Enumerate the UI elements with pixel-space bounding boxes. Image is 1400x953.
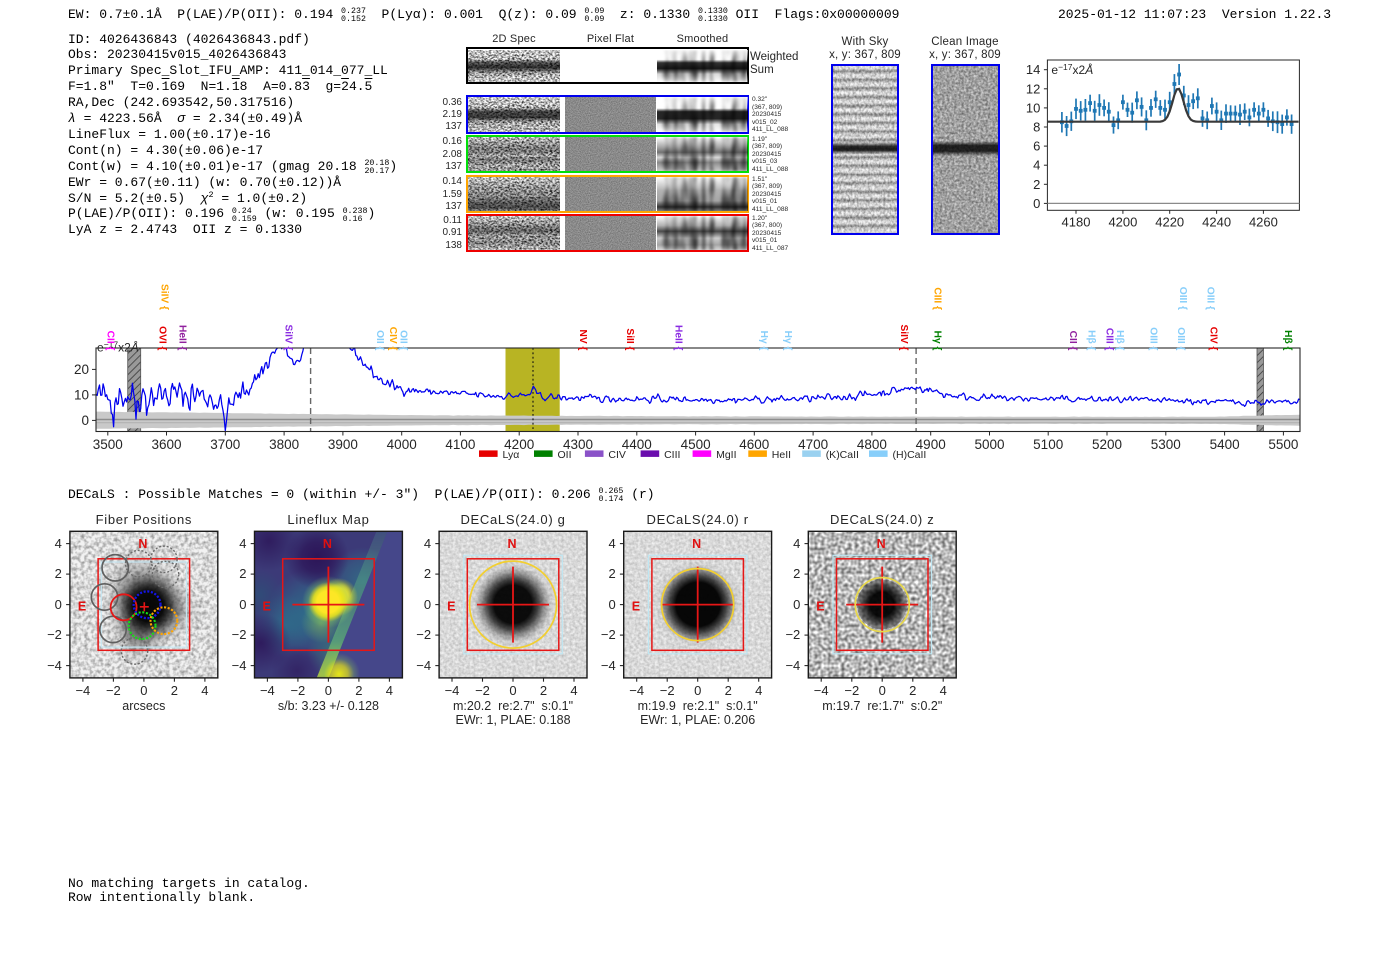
svg-text:Hγ {: Hγ { <box>758 331 769 351</box>
svg-text:OIII {: OIII { <box>1205 287 1216 310</box>
svg-text:4700: 4700 <box>798 437 828 452</box>
svg-text:4240: 4240 <box>1202 214 1231 229</box>
svg-text:5200: 5200 <box>1092 437 1122 452</box>
svg-text:CII {: CII { <box>105 331 116 351</box>
svg-text:E: E <box>263 600 271 614</box>
svg-text:(H)CaII: (H)CaII <box>893 449 927 461</box>
svg-text:SiIV {: SiIV { <box>283 324 294 350</box>
svg-text:4600: 4600 <box>739 437 769 452</box>
svg-text:SiIV {: SiIV { <box>159 284 170 310</box>
svg-text:e−17x2Å: e−17x2Å <box>97 340 139 355</box>
svg-text:0: 0 <box>81 413 89 428</box>
svg-text:4300: 4300 <box>563 437 593 452</box>
svg-text:Hβ {: Hβ { <box>1086 330 1097 350</box>
svg-text:CIII {: CIII { <box>1103 328 1114 351</box>
svg-text:5300: 5300 <box>1151 437 1181 452</box>
svg-text:4000: 4000 <box>387 437 417 452</box>
svg-text:8: 8 <box>1033 120 1040 135</box>
svg-text:3800: 3800 <box>269 437 299 452</box>
svg-text:3900: 3900 <box>328 437 358 452</box>
svg-text:OII: OII <box>558 449 572 461</box>
svg-text:4400: 4400 <box>622 437 652 452</box>
svg-text:SiIV {: SiIV { <box>898 324 909 350</box>
svg-text:OII {: OII { <box>374 330 385 350</box>
svg-text:4200: 4200 <box>1108 214 1137 229</box>
svg-text:MgII: MgII <box>716 449 736 461</box>
svg-text:4800: 4800 <box>857 437 887 452</box>
svg-text:5000: 5000 <box>974 437 1004 452</box>
svg-text:4: 4 <box>1033 158 1040 173</box>
svg-text:E: E <box>632 600 640 614</box>
svg-text:CIV {: CIV { <box>387 327 398 351</box>
svg-text:3600: 3600 <box>151 437 181 452</box>
svg-text:N: N <box>692 537 701 551</box>
svg-text:Hβ {: Hβ { <box>1114 330 1125 350</box>
svg-text:CIII: CIII <box>664 449 680 461</box>
svg-text:2: 2 <box>1033 177 1040 192</box>
svg-text:SiII {: SiII { <box>624 328 635 350</box>
svg-text:Hγ {: Hγ { <box>782 331 793 351</box>
svg-text:4260: 4260 <box>1249 214 1278 229</box>
svg-text:E: E <box>78 600 86 614</box>
svg-text:0: 0 <box>1033 196 1040 211</box>
svg-text:CIII {: CIII { <box>931 287 942 310</box>
svg-text:4180: 4180 <box>1062 214 1091 229</box>
svg-text:OIII {: OIII { <box>1148 327 1159 350</box>
svg-text:OII {: OII { <box>398 330 409 350</box>
svg-text:6: 6 <box>1033 139 1040 154</box>
svg-text:HeII {: HeII { <box>177 325 188 351</box>
svg-text:Hβ {: Hβ { <box>1282 330 1293 350</box>
svg-text:HeII {: HeII { <box>672 325 683 351</box>
svg-text:10: 10 <box>1026 100 1040 115</box>
svg-text:N: N <box>507 537 516 551</box>
svg-text:4220: 4220 <box>1155 214 1184 229</box>
svg-text:N: N <box>877 537 886 551</box>
svg-text:CIV {: CIV { <box>1207 327 1218 351</box>
svg-text:5100: 5100 <box>1033 437 1063 452</box>
svg-text:10: 10 <box>74 387 89 402</box>
svg-text:N: N <box>138 537 147 551</box>
svg-text:20: 20 <box>74 362 89 377</box>
svg-text:3500: 3500 <box>93 437 123 452</box>
svg-text:HeII: HeII <box>772 449 791 461</box>
svg-text:OIII {: OIII { <box>1177 287 1188 310</box>
svg-text:4500: 4500 <box>681 437 711 452</box>
svg-text:12: 12 <box>1026 81 1040 96</box>
svg-text:OIII {: OIII { <box>1175 327 1186 350</box>
svg-text:4900: 4900 <box>916 437 946 452</box>
svg-text:5400: 5400 <box>1210 437 1240 452</box>
svg-text:14: 14 <box>1026 62 1040 77</box>
svg-text:NV {: NV { <box>577 330 588 351</box>
svg-text:E: E <box>447 600 455 614</box>
svg-text:Lyα: Lyα <box>503 449 520 461</box>
svg-text:4100: 4100 <box>445 437 475 452</box>
svg-text:3700: 3700 <box>210 437 240 452</box>
svg-text:N: N <box>323 537 332 551</box>
svg-text:5500: 5500 <box>1268 437 1298 452</box>
svg-text:OVI {: OVI { <box>157 326 168 350</box>
svg-text:CII {: CII { <box>1067 331 1078 351</box>
svg-text:E: E <box>816 600 824 614</box>
svg-text:(K)CaII: (K)CaII <box>826 449 859 461</box>
svg-text:CIV: CIV <box>608 449 626 461</box>
svg-text:Hγ {: Hγ { <box>931 331 942 351</box>
svg-text:4200: 4200 <box>504 437 534 452</box>
